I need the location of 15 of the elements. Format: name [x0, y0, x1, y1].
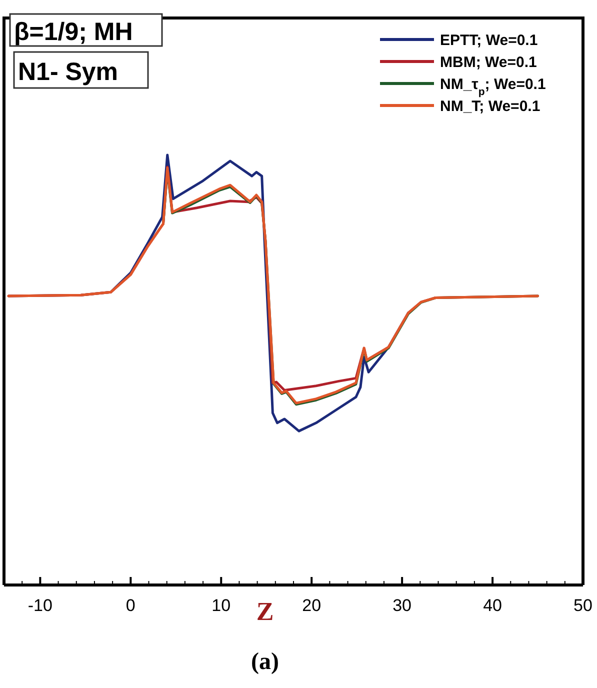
x-axis-title: Z — [256, 597, 274, 626]
x-tick-label: 20 — [302, 596, 322, 615]
legend-label: NM_T; We=0.1 — [440, 98, 540, 115]
legend-label: NM_τ$_{p}$; We=0.1 — [440, 76, 546, 98]
legend-label: EPTT; We=0.1 — [440, 32, 538, 49]
text: (a) — [251, 649, 279, 675]
x-tick-label: 10 — [212, 596, 231, 615]
x-tick-label: 50 — [574, 596, 592, 615]
x-tick-label: 30 — [392, 596, 412, 615]
x-tick-label: 0 — [126, 596, 136, 615]
x-tick-label: 40 — [483, 596, 502, 615]
legend-label: MBM; We=0.1 — [440, 54, 537, 71]
text: N1- Sym — [18, 58, 118, 86]
text: β=1/9; MH — [14, 18, 133, 46]
x-tick-label: -10 — [28, 596, 52, 615]
